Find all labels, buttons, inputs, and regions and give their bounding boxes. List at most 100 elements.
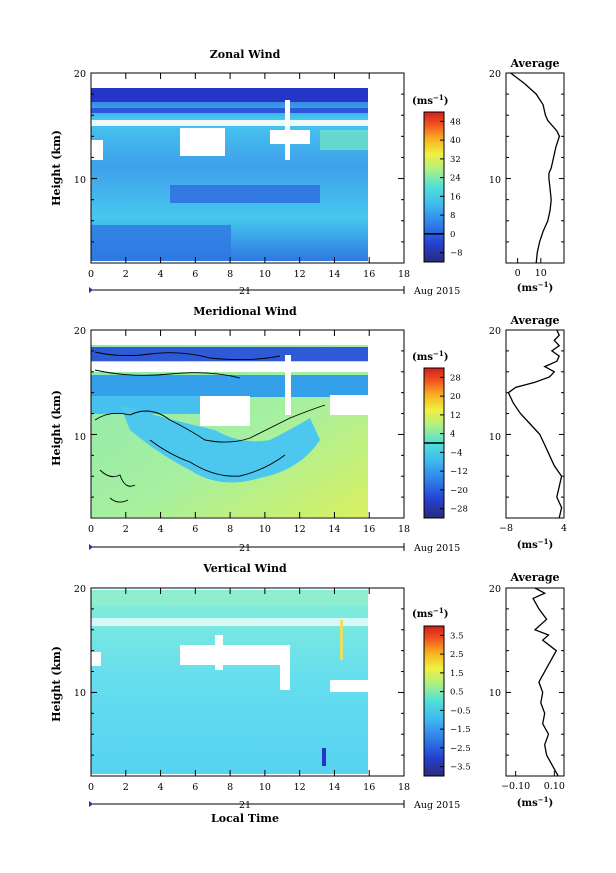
vertical-cbar-unit: (ms−1) — [412, 606, 448, 620]
vertical-colorbar-label: 3.5 — [450, 631, 464, 641]
meridional-colorbar-label: 28 — [450, 373, 461, 383]
zonal-month-label: Aug 2015 — [413, 286, 460, 297]
meridional-x-tick-label: 4 — [158, 524, 164, 535]
vertical-y-tick-20: 20 — [74, 584, 86, 595]
zonal-y-axis-label: Height (km) — [50, 130, 63, 206]
vertical-avg-y-tick-20: 20 — [489, 584, 501, 595]
vertical-average-title: Average — [509, 571, 559, 584]
vertical-avg-x-tick-label: 0.10 — [544, 781, 565, 792]
zonal-x-tick-label: 8 — [227, 269, 233, 280]
vertical-colorbar-label: −1.5 — [450, 725, 471, 735]
meridional-x-tick-label: 10 — [259, 524, 271, 535]
meridional-average-panel: Average 20 10 −8 4 (ms−1) — [489, 314, 567, 551]
meridional-colorbar-label: −28 — [450, 505, 468, 515]
zonal-date-marker — [89, 287, 93, 293]
meridional-colorbar-label: −4 — [450, 448, 463, 458]
meridional-colorbar-label: 12 — [450, 411, 461, 421]
vertical-avg-x-tick-label: −0.10 — [501, 781, 530, 792]
zonal-avg-x-tick-label: 10 — [535, 268, 547, 279]
vertical-wind-frame — [90, 587, 405, 777]
zonal-x-tick-label: 10 — [259, 269, 271, 280]
meridional-x-tick-label: 0 — [88, 524, 94, 535]
vertical-x-tick-label: 4 — [158, 782, 164, 793]
meridional-avg-x-tick-label: 4 — [561, 523, 567, 534]
zonal-colorbar-label: 8 — [450, 211, 455, 221]
vertical-x-tick-label: 6 — [192, 782, 198, 793]
zonal-average-profile — [510, 72, 561, 264]
zonal-x-tick-label: 0 — [88, 269, 94, 280]
meridional-month-label: Aug 2015 — [413, 543, 460, 554]
vertical-y-axis-label: Height (km) — [50, 646, 63, 722]
zonal-x-tick-label: 12 — [294, 269, 306, 280]
meridional-avg-x-ticks: −8 4 — [499, 329, 567, 534]
zonal-colorbar-label: 24 — [450, 174, 461, 184]
zonal-avg-unit: (ms−1) — [517, 280, 553, 294]
vertical-x-tick-label: 10 — [259, 782, 271, 793]
zonal-x-tick-label: 14 — [328, 269, 340, 280]
meridional-wind-title: Meridional Wind — [193, 305, 297, 318]
zonal-colorbar: 48 40 32 24 16 8 0 −8 — [423, 111, 463, 263]
zonal-y-tick-20: 20 — [74, 69, 86, 80]
zonal-colorbar-label: 32 — [450, 155, 461, 165]
vertical-colorbar-label: −3.5 — [450, 763, 471, 773]
vertical-x-tick-label: 16 — [363, 782, 375, 793]
zonal-colorbar-bar — [423, 111, 445, 263]
zonal-wind-title: Zonal Wind — [210, 48, 281, 61]
vertical-x-ticks: 0 2 4 6 8 10 12 14 16 18 — [88, 587, 410, 793]
vertical-colorbar-label: 0.5 — [450, 688, 464, 698]
meridional-x-tick-label: 16 — [363, 524, 375, 535]
vertical-wind-field — [91, 590, 368, 774]
vertical-x-tick-label: 12 — [294, 782, 306, 793]
vertical-x-axis-label: Local Time — [211, 812, 279, 825]
meridional-y-tick-20: 20 — [74, 326, 86, 337]
zonal-y-tick-10: 10 — [74, 175, 86, 186]
meridional-avg-x-tick-label: −8 — [499, 523, 513, 534]
meridional-x-tick-label: 2 — [123, 524, 129, 535]
vertical-avg-x-ticks: −0.10 0.10 — [501, 587, 565, 792]
vertical-date-marker — [89, 801, 93, 807]
meridional-x-tick-label: 8 — [227, 524, 233, 535]
meridional-average-title: Average — [509, 314, 559, 327]
vertical-x-tick-label: 2 — [123, 782, 129, 793]
meridional-avg-y-tick-10: 10 — [489, 432, 501, 443]
meridional-x-tick-label: 18 — [398, 524, 410, 535]
vertical-x-tick-label: 8 — [227, 782, 233, 793]
meridional-colorbar: 28 20 12 4 −4 −12 −20 −28 — [423, 367, 468, 519]
vertical-x-tick-label: 18 — [398, 782, 410, 793]
vertical-avg-y-tick-10: 10 — [489, 688, 501, 699]
vertical-average-frame — [505, 587, 565, 777]
vertical-average-panel: Average 20 10 −0.10 0.10 (ms−1) — [489, 571, 565, 809]
vertical-wind-panel: Vertical Wind 0 2 4 6 8 10 12 14 16 18 20 10 Heig… — [50, 562, 471, 825]
zonal-wind-field — [91, 76, 368, 261]
meridional-x-tick-label: 12 — [294, 524, 306, 535]
vertical-x-tick-label: 14 — [328, 782, 340, 793]
zonal-x-tick-label: 4 — [158, 269, 164, 280]
zonal-avg-y-tick-20: 20 — [489, 69, 501, 80]
meridional-x-ticks: 0 2 4 6 8 10 12 14 16 18 — [88, 329, 410, 535]
meridional-colorbar-label: 20 — [450, 392, 461, 402]
zonal-colorbar-label: −8 — [450, 249, 463, 259]
meridional-colorbar-label: −12 — [450, 467, 468, 477]
meridional-colorbar-label: 4 — [450, 430, 455, 440]
zonal-average-frame — [505, 72, 565, 264]
meridional-average-profile — [507, 329, 563, 519]
zonal-avg-x-tick-label: 0 — [515, 268, 521, 279]
zonal-avg-y-tick-10: 10 — [489, 175, 501, 186]
meridional-y-tick-10: 10 — [74, 432, 86, 443]
meridional-date-marker — [89, 544, 93, 550]
meridional-x-tick-label: 14 — [328, 524, 340, 535]
meridional-colorbar-label: −20 — [450, 486, 468, 496]
meridional-wind-frame — [90, 329, 405, 519]
meridional-cbar-unit: (ms−1) — [412, 349, 448, 363]
vertical-colorbar-label: −2.5 — [450, 744, 471, 754]
vertical-month-label: Aug 2015 — [413, 800, 460, 811]
vertical-avg-unit: (ms−1) — [517, 795, 553, 809]
vertical-average-profile — [532, 587, 559, 777]
zonal-colorbar-label: 0 — [450, 230, 455, 240]
meridional-date-label: 21 — [239, 543, 251, 554]
vertical-colorbar-label: 2.5 — [450, 650, 464, 660]
zonal-colorbar-label: 48 — [450, 117, 461, 127]
zonal-wind-frame — [90, 72, 405, 264]
zonal-colorbar-label: 40 — [450, 136, 461, 146]
zonal-x-tick-label: 18 — [398, 269, 410, 280]
